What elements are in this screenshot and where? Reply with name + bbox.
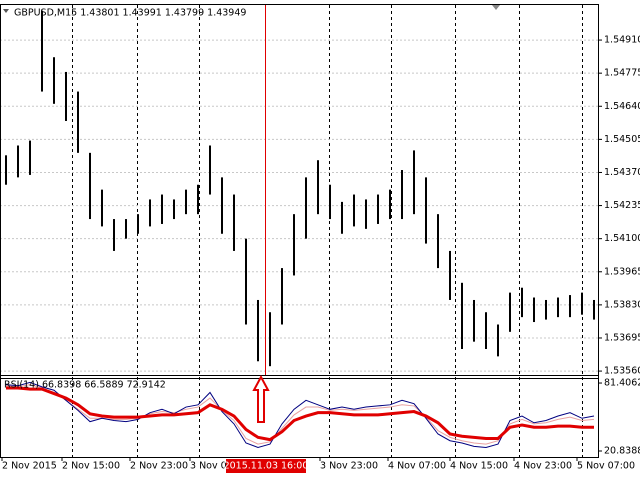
y-tick-label: 1.54910 — [604, 35, 640, 46]
y-tick-label: 81.4062 — [604, 378, 640, 389]
time-highlight-box — [226, 459, 306, 473]
chart-title: GBPUSD,M15 1.43801 1.43991 1.43799 1.439… — [14, 8, 246, 19]
time-axis: 2 Nov 2015 2 Nov 15:00 2 Nov 23:00 3 Nov 0 3… — [1, 457, 635, 472]
y-tick-label: 1.54775 — [604, 68, 640, 79]
rsi-window — [5, 381, 595, 448]
x-tick-label: 2 Nov 15:00 — [62, 461, 120, 472]
x-tick-label: 3 Nov 0 — [190, 461, 227, 472]
x-tick-label: 4 Nov 07:00 — [388, 461, 446, 472]
y-tick-label: 1.53830 — [604, 299, 640, 310]
y-tick-label: 1.53695 — [604, 332, 640, 343]
shift-marker[interactable] — [492, 5, 500, 10]
rsi-line — [5, 381, 595, 448]
rsi-line — [6, 386, 594, 442]
time-highlight: 2015.11.03 16:00 — [224, 461, 309, 472]
up-arrow — [252, 374, 270, 423]
x-tick-label: 3 Nov 23:00 — [320, 461, 378, 472]
y-tick-label: 1.54640 — [604, 101, 640, 112]
x-tick-label: 5 Nov 07:00 — [577, 461, 635, 472]
y-tick-label: 1.54235 — [604, 200, 640, 211]
price-bars — [5, 10, 595, 367]
y-tick-label: 1.54100 — [604, 233, 640, 244]
x-tick-label: 4 Nov 15:00 — [450, 461, 508, 472]
menu-icon[interactable] — [3, 9, 9, 13]
x-tick-label: 4 Nov 23:00 — [514, 461, 572, 472]
y-tick-label: 20.8388 — [604, 446, 640, 457]
y-tick-label: 1.53560 — [604, 366, 640, 377]
x-tick-label: 2 Nov 2015 — [2, 461, 57, 472]
x-tick-label: 2 Nov 23:00 — [130, 461, 188, 472]
rsi-title: RSI(14) 66.8398 66.5889 72.9142 — [4, 380, 166, 391]
y-tick-label: 1.54370 — [604, 167, 640, 178]
y-tick-label: 1.54505 — [604, 134, 640, 145]
y-tick-label: 1.53965 — [604, 266, 640, 277]
